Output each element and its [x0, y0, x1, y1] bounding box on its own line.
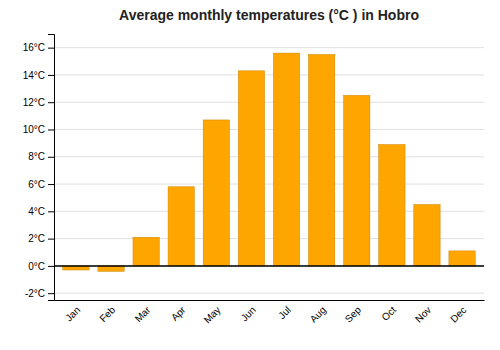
- chart: -2°C 0°C 2°C 4°C 6°C 8°C 10°C 12°C 14°C 16°C Jan Fe…: [0, 0, 500, 350]
- bar: [449, 251, 475, 266]
- y-tick-mark: [48, 239, 54, 240]
- x-tick: Jan: [63, 304, 82, 323]
- y-tick-label: 10°C: [23, 124, 45, 135]
- bar: [133, 237, 159, 266]
- x-tick: Feb: [97, 304, 117, 324]
- grid-line: [54, 265, 484, 266]
- grid-line: [54, 102, 484, 103]
- y-axis: -2°C 0°C 2°C 4°C 6°C 8°C 10°C 12°C 14°C 16°C: [23, 35, 55, 301]
- bar: [203, 120, 229, 266]
- grid-line: [54, 129, 484, 130]
- x-tick: Nov: [413, 304, 433, 324]
- x-tick-label: Aug: [308, 304, 328, 324]
- y-tick: 14°C: [23, 70, 54, 81]
- y-tick-mark: [48, 184, 54, 185]
- y-tick: 0°C: [28, 261, 54, 272]
- y-tick-label: 4°C: [28, 206, 45, 217]
- y-tick: -2°C: [25, 288, 54, 299]
- x-tick: Mar: [133, 304, 153, 324]
- x-tick-label: Nov: [413, 304, 433, 324]
- y-tick-label: 6°C: [28, 179, 45, 190]
- zero-line: [54, 265, 484, 267]
- bar: [98, 266, 124, 271]
- grid-line: [54, 47, 484, 48]
- y-tick-mark: [48, 266, 54, 267]
- y-tick: 12°C: [23, 97, 54, 108]
- x-tick-label: Feb: [97, 304, 117, 324]
- grid-line: [54, 293, 484, 294]
- y-axis-line: [48, 35, 55, 301]
- y-tick-label: 14°C: [23, 70, 45, 81]
- y-tick: 4°C: [28, 206, 54, 217]
- x-tick: Oct: [379, 304, 398, 323]
- y-tick-label: 8°C: [28, 151, 45, 162]
- bar: [344, 95, 370, 266]
- x-axis-line: [55, 300, 485, 301]
- grid-line: [54, 74, 484, 75]
- bar: [273, 53, 299, 266]
- plot: -2°C 0°C 2°C 4°C 6°C 8°C 10°C 12°C 14°C 16°C Jan Fe…: [23, 35, 485, 326]
- y-tick-label: 0°C: [28, 261, 45, 272]
- y-tick-label: 12°C: [23, 97, 45, 108]
- x-tick: Apr: [169, 304, 188, 323]
- x-tick-label: Dec: [448, 304, 468, 324]
- grid-line: [54, 184, 484, 185]
- y-tick-label: 16°C: [23, 42, 45, 53]
- y-tick-mark: [48, 211, 54, 212]
- x-tick: Aug: [308, 304, 328, 324]
- y-tick-mark: [48, 293, 54, 294]
- y-tick-label: -2°C: [25, 288, 45, 299]
- bar: [238, 71, 264, 266]
- y-tick: 8°C: [28, 151, 54, 162]
- x-axis: Jan Feb Mar Apr May Jun Jul Aug Sep Oct Nov Dec: [55, 301, 485, 326]
- chart-container: -2°C 0°C 2°C 4°C 6°C 8°C 10°C 12°C 14°C 16°C Jan Fe…: [0, 0, 500, 350]
- bar: [308, 54, 334, 265]
- x-tick: Dec: [448, 304, 468, 324]
- y-tick-mark: [48, 129, 54, 130]
- y-tick-mark: [48, 75, 54, 76]
- marks: [63, 53, 475, 271]
- x-tick-label: Apr: [169, 304, 188, 323]
- x-tick: May: [202, 304, 223, 325]
- bar: [414, 205, 440, 266]
- y-tick: 10°C: [23, 124, 54, 135]
- x-tick: Sep: [343, 304, 364, 325]
- x-tick: Jun: [239, 304, 258, 323]
- x-tick-label: May: [202, 304, 223, 325]
- x-tick: Jul: [276, 304, 293, 321]
- y-tick-mark: [48, 48, 54, 49]
- y-tick: 2°C: [28, 233, 54, 244]
- x-tick-label: Jul: [276, 304, 293, 321]
- bar: [379, 144, 405, 265]
- y-tick-label: 2°C: [28, 233, 45, 244]
- y-tick-mark: [48, 157, 54, 158]
- grid-line: [54, 156, 484, 157]
- x-tick-label: Sep: [343, 304, 364, 325]
- y-tick-mark: [48, 102, 54, 103]
- y-tick: 16°C: [23, 42, 54, 53]
- x-tick-label: Mar: [133, 304, 153, 324]
- y-tick: 6°C: [28, 179, 54, 190]
- x-tick-label: Oct: [379, 304, 398, 323]
- x-tick-label: Jan: [63, 304, 82, 323]
- grid: [54, 48, 484, 294]
- bar: [168, 187, 194, 266]
- x-tick-label: Jun: [239, 304, 258, 323]
- title: Average monthly temperatures (°C ) in Ho…: [119, 7, 419, 23]
